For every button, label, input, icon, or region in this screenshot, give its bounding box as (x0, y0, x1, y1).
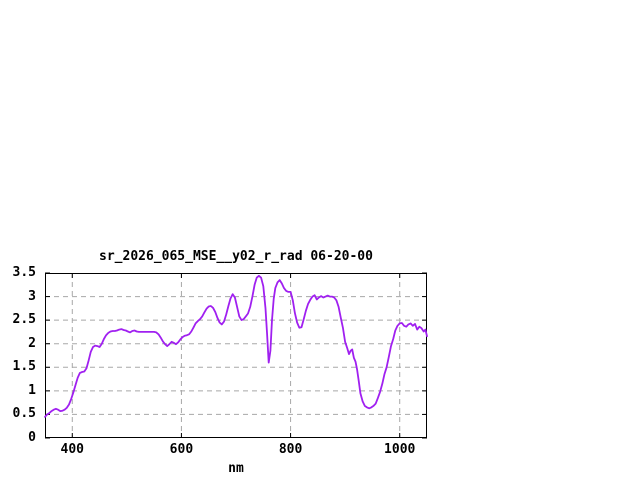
x-tick-label: 1000 (384, 442, 416, 457)
chart-title: sr_2026_065_MSE__y02_r_rad 06-20-00 (99, 249, 373, 264)
spectrum-curve (44, 274, 428, 418)
plot-area (44, 272, 428, 439)
plot-border (45, 273, 427, 438)
y-tick-label: 0.5 (12, 406, 36, 422)
y-tick-label: 2 (28, 335, 36, 351)
x-tick-label: 400 (60, 442, 85, 457)
y-tick-label: 3 (28, 288, 36, 304)
y-tick-label: 0 (28, 430, 36, 445)
x-axis-label: nm (228, 461, 244, 476)
y-tick-label: 2.5 (12, 312, 36, 328)
x-tick-label: 600 (169, 442, 194, 457)
y-tick-label: 1.5 (12, 359, 36, 375)
x-tick-label: 800 (278, 442, 303, 457)
y-tick-label: 3.5 (12, 265, 36, 280)
y-tick-label: 1 (28, 382, 36, 398)
